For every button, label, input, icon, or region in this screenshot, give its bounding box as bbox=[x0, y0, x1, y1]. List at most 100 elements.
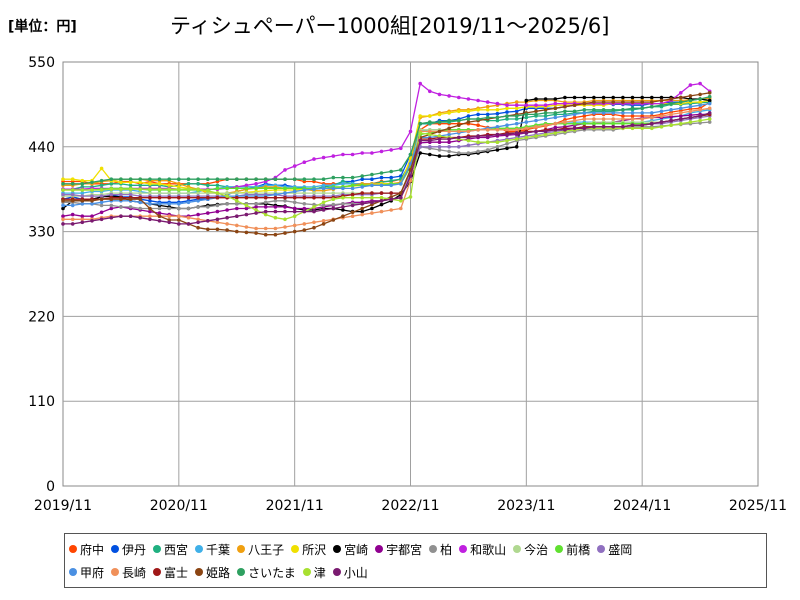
x-tick-label: 2020/11 bbox=[150, 498, 208, 514]
data-point bbox=[370, 172, 374, 177]
data-point bbox=[418, 114, 423, 118]
x-tick-label: 2021/11 bbox=[266, 498, 324, 514]
legend-item: 甲府 bbox=[69, 563, 104, 581]
data-point bbox=[167, 214, 171, 218]
data-point bbox=[543, 117, 548, 121]
data-point bbox=[437, 145, 442, 149]
data-point bbox=[312, 157, 316, 161]
data-point bbox=[543, 123, 548, 127]
data-point bbox=[61, 214, 65, 218]
data-point bbox=[370, 177, 374, 181]
data-point bbox=[157, 211, 162, 215]
data-point bbox=[650, 115, 654, 120]
legend-marker-icon bbox=[375, 545, 384, 553]
data-point bbox=[659, 114, 664, 118]
data-point bbox=[177, 214, 181, 218]
data-point bbox=[128, 197, 133, 201]
data-point bbox=[379, 199, 384, 203]
data-point bbox=[254, 211, 258, 215]
data-point bbox=[669, 97, 673, 101]
data-point bbox=[148, 187, 152, 191]
data-point bbox=[505, 106, 509, 111]
legend-marker-icon bbox=[111, 568, 120, 576]
data-point bbox=[524, 115, 529, 120]
data-point bbox=[476, 123, 480, 127]
data-point bbox=[157, 219, 162, 223]
data-point bbox=[90, 219, 94, 223]
data-point bbox=[553, 97, 558, 101]
legend-label: 津 bbox=[313, 565, 326, 580]
data-point bbox=[640, 100, 644, 104]
y-tick-label: 440 bbox=[28, 140, 55, 156]
data-point bbox=[466, 97, 471, 101]
data-point bbox=[572, 115, 577, 120]
data-point bbox=[582, 121, 587, 126]
data-point bbox=[186, 187, 191, 191]
data-point bbox=[630, 106, 635, 111]
data-point bbox=[707, 98, 712, 103]
data-point bbox=[495, 108, 500, 112]
data-point bbox=[70, 199, 75, 203]
legend-marker-icon bbox=[237, 568, 246, 576]
data-point bbox=[244, 186, 249, 191]
legend-marker-icon bbox=[302, 568, 311, 576]
data-point bbox=[534, 109, 538, 114]
data-point bbox=[389, 183, 394, 188]
data-point bbox=[360, 191, 365, 195]
data-point bbox=[119, 214, 123, 218]
legend-marker-icon bbox=[429, 545, 438, 553]
data-point bbox=[428, 129, 432, 134]
data-point bbox=[524, 112, 529, 117]
data-point bbox=[582, 111, 587, 115]
legend-marker-icon bbox=[332, 568, 341, 576]
data-point bbox=[206, 177, 210, 181]
data-point bbox=[254, 182, 258, 186]
data-point bbox=[157, 202, 162, 206]
x-axis-ticks: 2019/11 2020/11 2021/11 2022/11 2023/11 2024/… bbox=[34, 498, 787, 514]
data-point bbox=[350, 210, 355, 215]
data-point bbox=[138, 215, 142, 220]
data-point bbox=[312, 205, 316, 209]
data-point bbox=[669, 118, 673, 123]
legend-marker-icon bbox=[555, 545, 564, 553]
data-point bbox=[505, 128, 509, 132]
data-point bbox=[553, 128, 558, 132]
data-point bbox=[254, 208, 258, 212]
data-point bbox=[495, 145, 500, 149]
data-point bbox=[650, 111, 654, 115]
data-point bbox=[688, 120, 693, 124]
data-point bbox=[61, 206, 65, 211]
data-point bbox=[679, 95, 683, 100]
data-point bbox=[447, 111, 451, 115]
data-point bbox=[148, 214, 152, 218]
legend-marker-icon bbox=[291, 545, 300, 553]
data-point bbox=[389, 208, 394, 212]
data-point bbox=[447, 129, 451, 134]
data-point bbox=[553, 115, 558, 120]
data-point bbox=[360, 202, 365, 206]
data-point bbox=[553, 106, 558, 111]
data-point bbox=[138, 200, 142, 205]
data-point bbox=[302, 209, 307, 214]
data-point bbox=[177, 191, 181, 195]
data-point bbox=[148, 199, 152, 203]
data-point bbox=[592, 121, 596, 126]
data-point bbox=[70, 182, 75, 186]
data-point bbox=[447, 132, 451, 137]
data-point bbox=[99, 210, 104, 215]
data-point bbox=[679, 100, 683, 104]
y-tick-label: 0 bbox=[46, 479, 55, 495]
data-point bbox=[225, 202, 229, 206]
data-point bbox=[640, 95, 644, 100]
data-point bbox=[611, 125, 615, 129]
data-point bbox=[360, 195, 365, 200]
legend-label: 宮崎 bbox=[344, 542, 369, 557]
data-point bbox=[437, 137, 442, 141]
data-point bbox=[225, 177, 229, 181]
data-point bbox=[196, 199, 200, 203]
data-point bbox=[331, 186, 336, 191]
data-point bbox=[466, 129, 471, 134]
data-point bbox=[225, 215, 229, 220]
data-point bbox=[215, 227, 220, 232]
